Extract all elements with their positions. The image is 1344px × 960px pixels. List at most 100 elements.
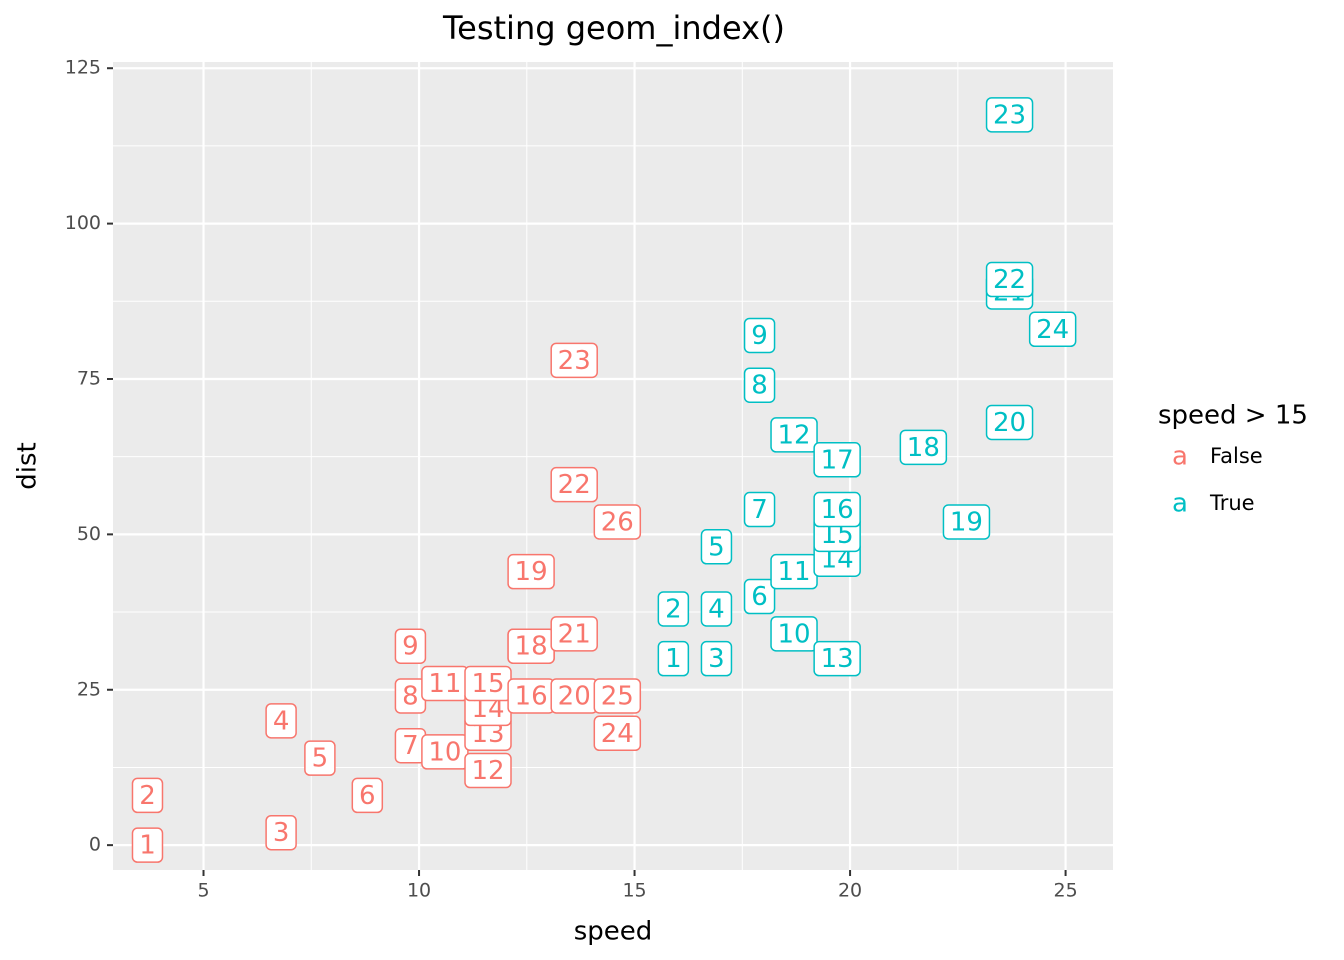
- point-label: 11: [421, 665, 469, 702]
- label-text: 4: [273, 706, 290, 736]
- point-label: 10: [421, 734, 469, 770]
- label-text: 18: [907, 433, 940, 463]
- label-text: 9: [751, 321, 768, 351]
- label-box: [700, 640, 733, 677]
- point-label: 2: [657, 591, 690, 627]
- label-text: 12: [777, 420, 810, 450]
- label-text: 15: [471, 669, 504, 699]
- point-label: 1: [131, 827, 164, 863]
- x-axis-title: speed: [574, 917, 653, 947]
- point-label: 22: [550, 466, 598, 503]
- label-text: 5: [708, 532, 725, 562]
- point-label: 2: [131, 777, 164, 814]
- y-tick-label: 75: [77, 367, 101, 389]
- label-text: 25: [601, 681, 634, 711]
- y-axis-title: dist: [13, 442, 43, 489]
- label-text: 13: [821, 644, 854, 674]
- point-label: 3: [265, 814, 297, 851]
- point-label: 22: [985, 261, 1034, 298]
- legend-key: a: [1172, 442, 1188, 472]
- point-label: 19: [942, 504, 991, 540]
- point-label: 24: [593, 715, 642, 752]
- point-label: 12: [770, 417, 818, 453]
- label-box: [743, 317, 776, 354]
- label-box: [657, 591, 690, 627]
- point-label: 8: [743, 367, 776, 403]
- label-text: 4: [708, 594, 725, 624]
- point-label: 4: [265, 703, 297, 739]
- point-label: 15: [464, 665, 512, 702]
- point-label: 24: [1028, 311, 1077, 348]
- label-text: 3: [273, 818, 290, 848]
- label-text: 20: [993, 408, 1026, 438]
- point-label: 18: [507, 628, 555, 664]
- point-label: 19: [507, 553, 555, 590]
- label-text: 11: [777, 557, 810, 587]
- point-label: 13: [813, 640, 861, 677]
- y-tick-label: 50: [77, 523, 101, 545]
- legend-label: False: [1210, 444, 1263, 468]
- y-tick-label: 125: [65, 57, 101, 79]
- label-text: 20: [558, 681, 591, 711]
- label-box: [131, 827, 164, 863]
- label-box: [743, 491, 776, 528]
- label-box: [507, 553, 555, 590]
- point-label: 5: [700, 529, 733, 565]
- label-box: [421, 734, 469, 770]
- label-text: 22: [993, 265, 1026, 295]
- label-box: [265, 703, 297, 739]
- point-label: 9: [394, 628, 427, 664]
- label-text: 3: [708, 644, 725, 674]
- label-box: [770, 616, 818, 652]
- label-text: 22: [558, 470, 591, 500]
- label-text: 6: [751, 582, 768, 612]
- point-label: 4: [700, 591, 733, 627]
- label-box: [942, 504, 991, 540]
- chart-title: Testing geom_index(): [442, 9, 785, 47]
- label-text: 1: [139, 831, 156, 861]
- point-label: 18: [899, 429, 948, 466]
- label-text: 5: [312, 744, 329, 774]
- label-text: 24: [601, 719, 634, 749]
- label-text: 23: [558, 346, 591, 376]
- point-label: 1: [657, 640, 690, 677]
- label-text: 16: [821, 495, 854, 525]
- label-text: 2: [139, 781, 156, 811]
- point-label: 23: [550, 342, 598, 379]
- label-text: 8: [751, 371, 768, 401]
- label-box: [743, 367, 776, 403]
- label-box: [657, 640, 690, 677]
- x-tick-label: 5: [197, 880, 209, 902]
- point-label: 10: [770, 616, 818, 652]
- y-tick-label: 25: [77, 678, 101, 700]
- label-text: 19: [515, 557, 548, 587]
- label-text: 8: [402, 681, 419, 711]
- point-label: 9: [743, 317, 776, 354]
- point-label: 8: [394, 678, 427, 714]
- label-text: 21: [558, 619, 591, 649]
- x-tick-label: 15: [622, 880, 646, 902]
- label-text: 17: [821, 445, 854, 475]
- x-tick-label: 20: [838, 880, 862, 902]
- label-text: 9: [402, 632, 419, 662]
- label-box: [985, 404, 1034, 441]
- label-box: [770, 417, 818, 453]
- label-box: [1028, 311, 1077, 348]
- point-label: 16: [507, 678, 555, 714]
- point-label: 7: [394, 727, 427, 764]
- label-box: [394, 628, 427, 664]
- label-text: 24: [1036, 315, 1069, 345]
- label-box: [265, 814, 297, 851]
- label-box: [813, 442, 861, 478]
- label-text: 26: [601, 507, 634, 537]
- label-text: 2: [665, 594, 682, 624]
- point-label: 25: [593, 678, 642, 714]
- label-text: 7: [751, 495, 768, 525]
- legend-label: True: [1209, 491, 1255, 515]
- point-label: 5: [304, 740, 336, 776]
- point-label: 23: [985, 97, 1034, 133]
- label-box: [550, 616, 598, 652]
- label-box: [813, 491, 861, 528]
- label-box: [593, 678, 642, 714]
